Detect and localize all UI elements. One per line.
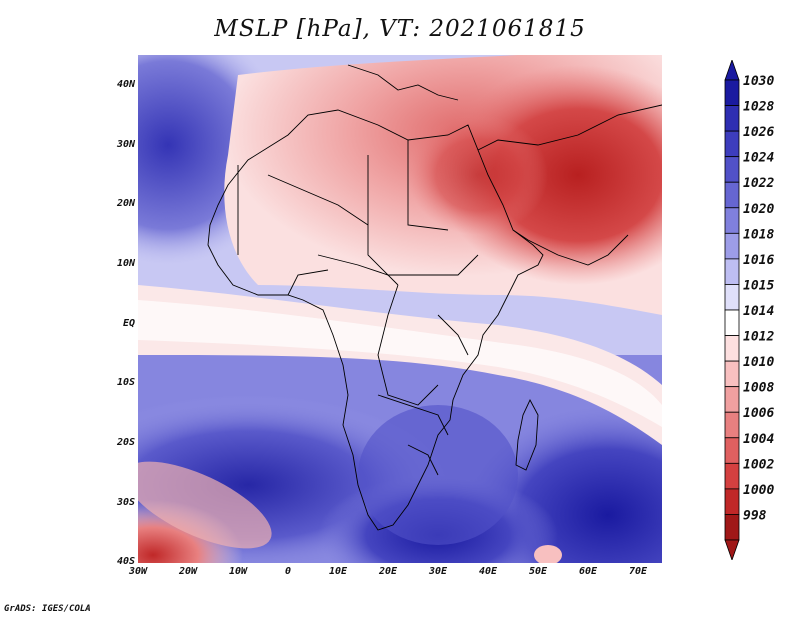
- colorbar-swatch-9: [724, 309, 740, 336]
- grads-credit: GrADS: IGES/COLA: [4, 604, 91, 614]
- colorbar-label-1018: 1018: [743, 227, 774, 242]
- lat-label-40s: 40S: [116, 556, 135, 567]
- colorbar-swatch-7: [724, 258, 740, 285]
- colorbar-label-1008: 1008: [743, 381, 774, 396]
- lon-label-0: 0: [284, 566, 292, 577]
- lon-label-40e: 40E: [478, 566, 498, 577]
- colorbar-swatch-1: [724, 105, 740, 132]
- colorbar-label-1010: 1010: [743, 355, 774, 370]
- colorbar-label-1002: 1002: [743, 457, 774, 472]
- colorbar-label-1016: 1016: [743, 253, 774, 268]
- colorbar-swatch-5: [724, 207, 740, 234]
- colorbar-label-1015: 1015: [743, 278, 774, 293]
- lat-label-30s: 30S: [116, 497, 135, 508]
- colorbar-label-1030: 1030: [743, 74, 774, 89]
- lon-label-30e: 30E: [428, 566, 448, 577]
- colorbar-swatch-13: [724, 411, 740, 439]
- lat-label-20s: 20S: [116, 437, 135, 448]
- lat-label-20n: 20N: [116, 198, 135, 209]
- lon-label-20w: 20W: [178, 566, 198, 577]
- colorbar-swatch-8: [724, 284, 740, 311]
- colorbar-swatch-0: [724, 79, 740, 106]
- colorbar-swatch-16: [724, 488, 740, 515]
- colorbar-swatch-2: [724, 130, 740, 158]
- colorbar-swatch-11: [724, 360, 740, 388]
- lon-label-10e: 10E: [328, 566, 348, 577]
- colorbar-swatch-15: [724, 462, 740, 490]
- colorbar-swatch-12: [724, 386, 740, 413]
- colorbar-label-1020: 1020: [743, 202, 774, 217]
- colorbar-swatch-14: [724, 437, 740, 464]
- lat-label-10n: 10N: [116, 258, 135, 269]
- chart-title: MSLP [hPa], VT: 2021061815: [214, 16, 586, 42]
- colorbar-label-1022: 1022: [743, 176, 774, 191]
- lat-label-30n: 30N: [116, 139, 135, 150]
- colorbar-label-1004: 1004: [743, 432, 774, 447]
- lon-label-30w: 30W: [128, 566, 148, 577]
- coastline: [207, 64, 662, 531]
- colorbar-label-1028: 1028: [743, 100, 774, 115]
- colorbar-label-1024: 1024: [743, 151, 774, 166]
- pressure-map: [138, 55, 662, 563]
- colorbar-swatch-17: [724, 514, 740, 541]
- lon-label-10w: 10W: [228, 566, 248, 577]
- colorbar-arrow-bottom: [724, 539, 740, 560]
- colorbar-label-1026: 1026: [743, 125, 774, 140]
- colorbar-label-1000: 1000: [743, 483, 774, 498]
- colorbar-label-1014: 1014: [743, 304, 774, 319]
- lat-label-eq: EQ: [122, 318, 135, 329]
- colorbar-swatch-6: [724, 232, 740, 260]
- colorbar-label-998: 998: [743, 508, 767, 523]
- lon-label-20e: 20E: [378, 566, 398, 577]
- colorbar-swatch-3: [724, 156, 740, 183]
- colorbar-swatch-4: [724, 181, 740, 209]
- lon-label-50e: 50E: [528, 566, 548, 577]
- lat-label-40n: 40N: [116, 79, 135, 90]
- colorbar-arrow-top: [724, 60, 740, 81]
- lon-label-60e: 60E: [578, 566, 598, 577]
- colorbar-label-1012: 1012: [743, 330, 774, 345]
- lon-label-70e: 70E: [628, 566, 648, 577]
- colorbar-swatch-10: [724, 335, 740, 362]
- colorbar: 1030 1028 1026 1024 1022 1020 1018 1016 1015 1014…: [724, 60, 774, 560]
- lat-label-10s: 10S: [116, 377, 135, 388]
- colorbar-label-1006: 1006: [743, 406, 774, 421]
